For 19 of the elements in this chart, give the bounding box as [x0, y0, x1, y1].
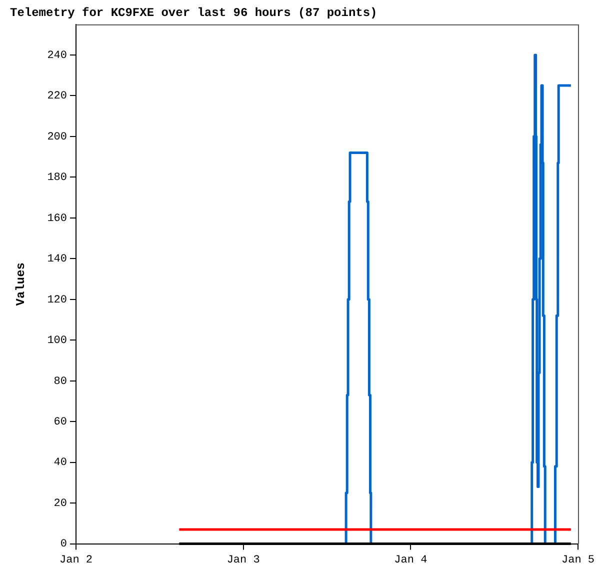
y-tick-label: 0 — [60, 538, 67, 551]
x-tick-label: Jan 2 — [59, 554, 93, 566]
y-tick-label: 80 — [54, 376, 67, 388]
y-tick-label: 60 — [54, 416, 67, 428]
y-tick-label: 180 — [47, 172, 67, 184]
y-tick-label: 100 — [47, 335, 67, 348]
y-tick-label: 140 — [47, 254, 67, 266]
chart-title: Telemetry for KC9FXE over last 96 hours (87 points) — [10, 6, 378, 20]
x-tick-label: Jan 5 — [561, 554, 595, 566]
y-tick-label: 120 — [47, 294, 67, 306]
y-axis-title: Values — [14, 262, 28, 306]
x-tick-label: Jan 4 — [394, 554, 428, 566]
y-tick-label: 200 — [47, 131, 67, 144]
x-tick-label: Jan 3 — [226, 554, 260, 566]
y-tick-label: 20 — [54, 498, 67, 510]
y-tick-label: 40 — [54, 457, 67, 470]
y-tick-label: 240 — [47, 50, 67, 62]
y-tick-label: 160 — [47, 212, 67, 225]
y-tick-label: 220 — [47, 90, 67, 103]
